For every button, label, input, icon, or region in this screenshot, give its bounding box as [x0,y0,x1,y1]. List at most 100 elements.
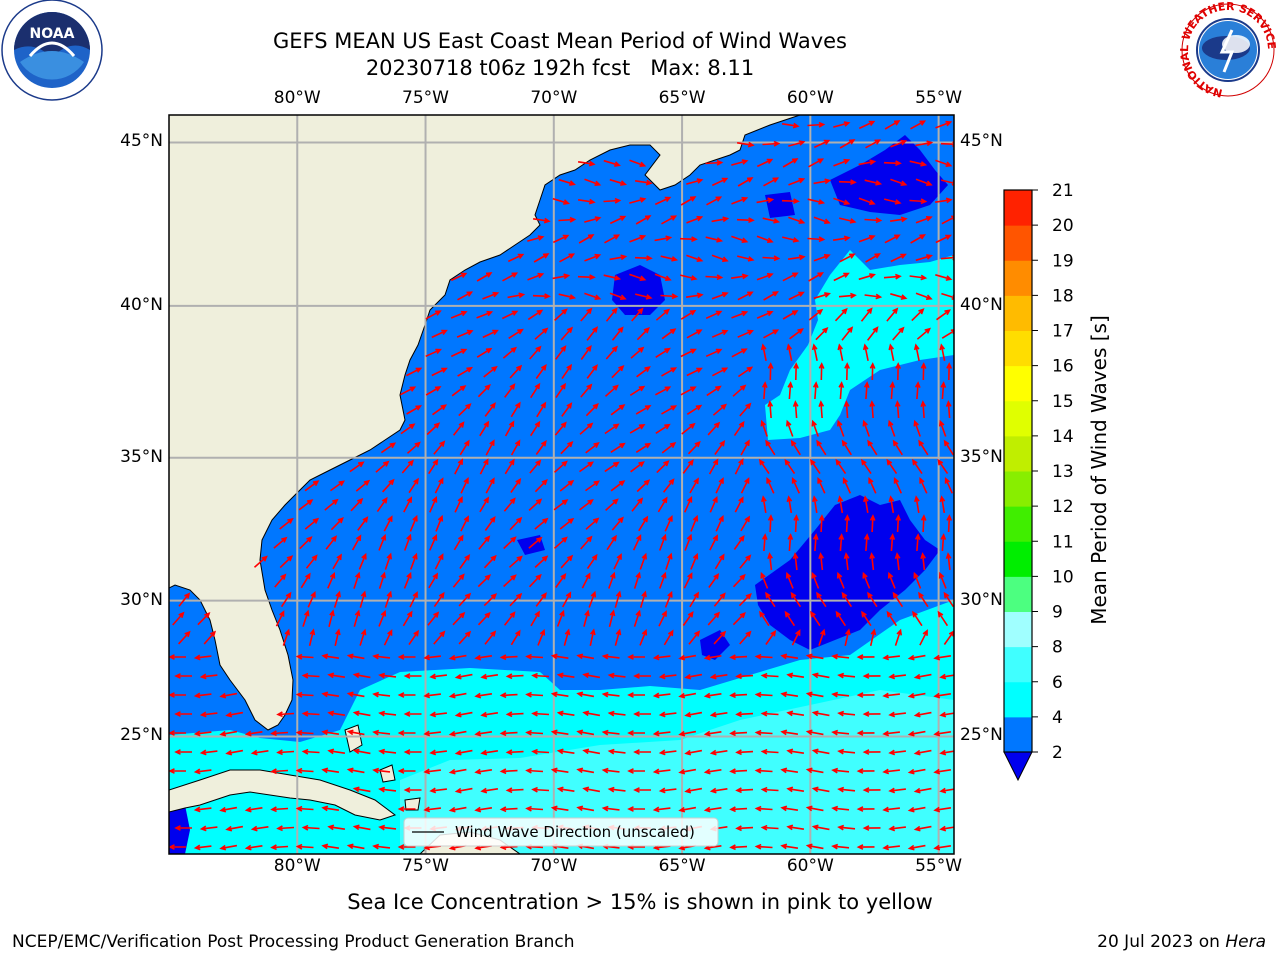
wind-wave-vector [353,609,361,627]
colorbar-tick-label: 20 [1052,216,1074,236]
wind-wave-vector [576,805,595,812]
wind-wave-vector [384,552,392,570]
wind-wave-vector [604,384,619,397]
wind-wave-vector [760,786,779,793]
wind-wave-vector [378,672,397,679]
lat-tick-right: 40°N [960,294,1003,315]
wind-wave-vector [856,730,875,736]
wind-wave-vector [397,692,416,698]
wind-wave-vector [911,458,923,475]
wind-wave-vector [429,787,447,794]
wind-wave-vector [940,533,947,552]
wind-wave-vector [809,458,821,475]
wind-wave-vector [484,630,497,645]
wind-wave-vector [397,730,416,736]
wind-wave-vector [607,786,626,793]
wind-wave-vector [274,573,287,588]
wind-wave-vector [199,673,218,680]
wind-wave-vector [811,419,819,437]
wind-wave-vector [705,310,723,320]
wind-wave-vector [431,367,448,377]
wind-wave-vector [861,610,872,627]
wind-wave-vector [883,160,902,167]
wind-wave-vector [302,609,310,627]
wind-wave-vector [760,748,779,755]
wind-wave-vector [882,806,900,813]
wind-wave-vector [684,749,703,756]
wind-wave-vector [613,553,622,570]
wind-wave-vector [174,825,192,831]
wind-wave-vector [833,121,851,128]
wind-wave-vector [831,653,850,660]
wind-wave-vector [580,307,593,322]
wind-wave-vector [938,571,947,589]
wind-wave-vector [869,362,876,381]
wind-wave-vector [358,552,367,570]
wind-wave-vector [635,293,653,300]
wind-wave-vector [197,611,211,626]
wind-wave-vector [754,653,773,660]
wind-wave-vector [529,345,542,360]
wind-wave-vector [584,292,602,300]
wind-wave-vector [838,179,857,186]
wind-wave-vector [450,272,468,282]
wind-wave-vector [634,179,653,186]
wind-wave-vector [789,328,804,340]
wind-wave-vector [250,749,269,756]
wind-wave-vector [601,691,620,698]
wind-wave-vector [431,329,448,339]
wind-wave-vector [907,768,926,775]
wind-wave-vector [863,533,870,552]
wind-wave-vector [818,362,825,381]
wind-wave-vector [760,419,768,437]
lon-tick-bottom: 65°W [658,856,706,876]
wind-wave-vector [603,197,622,204]
wind-wave-vector [169,844,186,850]
wind-wave-vector [629,273,647,281]
wind-wave-vector [706,385,722,397]
lon-tick-top: 65°W [658,88,706,108]
wind-wave-vector [376,496,388,513]
wind-wave-vector [629,385,646,396]
wind-wave-vector [911,308,925,322]
wind-wave-vector [346,729,365,736]
wind-wave-vector [680,196,697,206]
wind-wave-vector [633,673,651,679]
wind-wave-vector [601,653,620,660]
wind-wave-vector [856,768,875,774]
colorbar-tick-label: 19 [1052,251,1074,271]
wind-wave-vector [791,629,801,646]
wind-wave-vector [711,216,730,223]
wind-wave-vector [476,347,493,358]
wind-wave-vector [788,216,806,224]
wind-wave-vector [321,653,340,660]
wind-wave-vector [611,516,624,531]
wind-wave-vector [378,571,386,589]
wind-wave-vector [837,419,845,437]
wind-wave-vector [483,554,497,569]
wind-wave-vector [652,654,671,661]
wind-wave-vector [169,730,186,736]
wind-wave-vector [655,386,672,396]
wind-wave-vector [658,749,677,756]
wind-wave-vector [580,535,593,550]
wind-wave-vector [533,253,550,263]
wind-wave-vector [199,825,218,832]
wind-wave-vector [735,749,754,756]
wind-wave-vector [295,691,314,698]
wind-wave-vector [456,329,474,338]
wind-wave-vector [270,844,289,851]
wind-wave-vector [944,477,954,494]
wind-wave-vector [767,362,774,381]
wind-wave-vector [837,672,856,679]
wind-wave-vector [838,533,845,552]
wind-wave-vector [327,824,346,831]
wind-wave-vector [485,439,495,456]
wind-wave-vector [631,497,644,512]
wind-wave-vector [790,591,802,608]
wind-wave-vector [576,653,595,660]
wind-wave-vector [429,673,447,680]
wind-wave-vector [636,326,650,341]
wind-wave-vector [765,439,776,456]
wind-wave-vector [916,327,931,340]
